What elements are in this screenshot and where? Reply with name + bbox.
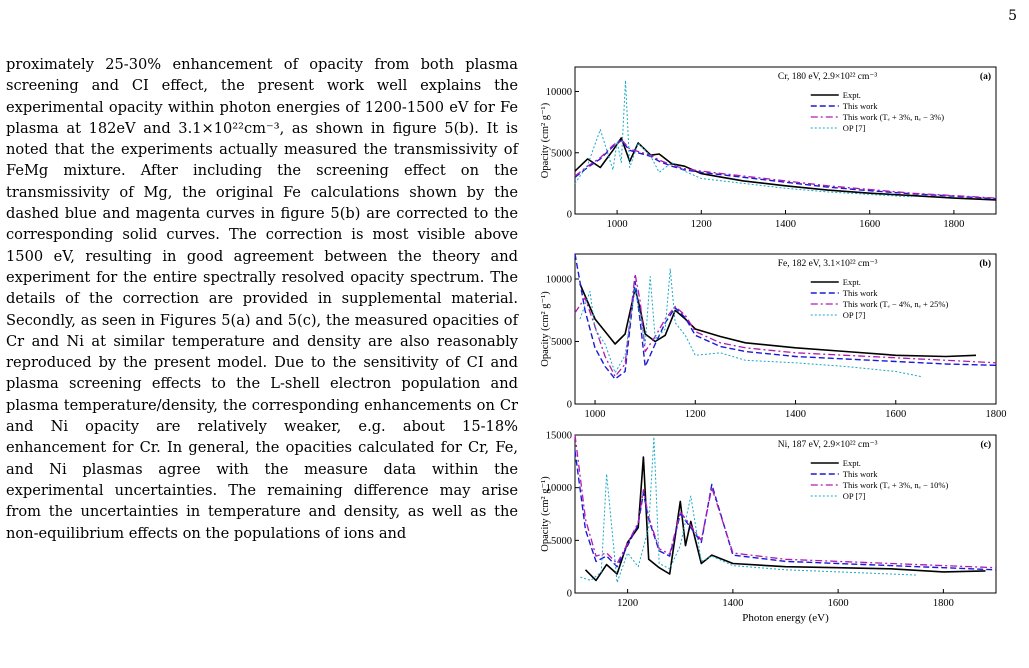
legend-label: Expt.: [843, 90, 861, 100]
panel-title: Fe, 182 eV, 3.1×10²² cm⁻³: [778, 259, 878, 269]
x-tick-label: 1400: [775, 219, 796, 230]
y-tick-label: 0: [567, 589, 572, 600]
panel-tag: (a): [980, 71, 991, 82]
y-tick-label: 10000: [546, 483, 572, 494]
x-tick-label: 1200: [691, 219, 712, 230]
panel-tag: (c): [980, 439, 991, 450]
y-tick-label: 0: [567, 400, 572, 411]
series-line-expt: [574, 137, 997, 201]
x-tick-label: 1600: [885, 409, 906, 420]
x-tick-label: 1200: [617, 598, 638, 609]
legend-label: This work: [843, 469, 878, 479]
y-tick-label: 10000: [546, 275, 572, 286]
x-tick-label: 1000: [607, 219, 628, 230]
legend-label: Expt.: [843, 277, 861, 287]
x-tick-label: 1400: [785, 409, 806, 420]
x-axis-label: Photon energy (eV): [742, 612, 829, 624]
y-tick-label: 5000: [551, 148, 572, 159]
y-tick-label: 5000: [551, 337, 572, 348]
legend-label: This work: [843, 101, 878, 111]
x-tick-label: 1400: [722, 598, 743, 609]
legend-label: This work (Tₑ − 4%, nₑ + 25%): [843, 299, 949, 309]
series-line-work: [574, 139, 997, 200]
series-line-op: [579, 268, 921, 377]
x-tick-label: 1800: [986, 409, 1007, 420]
legend-label: This work: [843, 288, 878, 298]
x-tick-label: 1600: [859, 219, 880, 230]
x-tick-label: 1200: [685, 409, 706, 420]
y-tick-label: 0: [567, 210, 572, 221]
series-line-work: [574, 253, 997, 380]
series-line-op: [574, 80, 912, 198]
plot-frame: [574, 434, 997, 594]
page-number: 5: [1008, 8, 1017, 24]
series-line-expt: [579, 283, 977, 358]
x-tick-label: 1800: [943, 219, 964, 230]
panel-title: Ni, 187 eV, 2.9×10²² cm⁻³: [778, 440, 878, 450]
y-tick-label: 15000: [546, 431, 572, 442]
x-tick-label: 1000: [585, 409, 606, 420]
plot-frame: [574, 66, 997, 215]
plot-frame: [574, 253, 997, 405]
opacity-figure: 1000 1200 1400 1600 1800 0 5000 10000 Opacity (c…: [538, 50, 1018, 634]
series-line-mod: [574, 434, 997, 569]
legend-label: Expt.: [843, 458, 861, 468]
y-axis-label: Opacity (cm² g⁻¹): [540, 291, 551, 367]
series-line-work: [574, 450, 997, 571]
y-tick-label: 10000: [546, 87, 572, 98]
y-tick-label: 5000: [551, 536, 572, 547]
y-axis-label: Opacity (cm² g⁻¹): [540, 476, 551, 552]
x-tick-label: 1600: [828, 598, 849, 609]
legend-label: This work (Tₑ + 3%, nₑ − 10%): [843, 480, 949, 490]
panel-tag: (b): [979, 258, 991, 269]
x-tick-label: 1800: [933, 598, 954, 609]
legend-label: This work (Tₑ + 3%, nₑ − 3%): [843, 112, 944, 122]
body-paragraph: proximately 25-30% enhancement of opacit…: [6, 56, 518, 542]
panel-title: Cr, 180 eV, 2.9×10²² cm⁻³: [778, 72, 878, 82]
series-line-op: [580, 436, 918, 583]
y-axis-label: Opacity (cm² g⁻¹): [540, 102, 551, 178]
body-text-column: proximately 25-30% enhancement of opacit…: [6, 54, 518, 544]
legend-label: OP [7]: [843, 310, 866, 320]
legend-label: OP [7]: [843, 491, 866, 501]
series-line-expt: [584, 456, 986, 582]
legend-label: OP [7]: [843, 123, 866, 133]
series-line-mod: [574, 138, 997, 199]
series-line-mod: [574, 273, 997, 378]
